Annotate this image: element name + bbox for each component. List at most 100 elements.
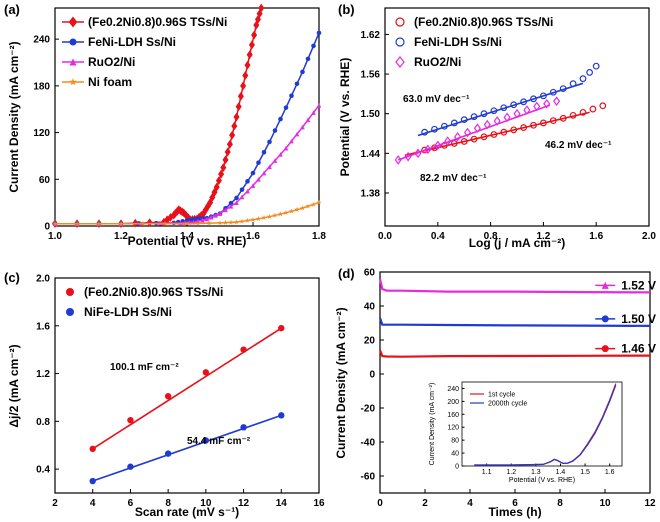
data-point-a bbox=[272, 128, 278, 133]
panel-a-x-tick-label: 1.0 bbox=[48, 231, 62, 242]
data-point-b bbox=[454, 132, 462, 142]
data-point-c bbox=[164, 393, 172, 400]
panel-c-x-tick-label: 4 bbox=[90, 498, 96, 509]
legend-label-c: (Fe0.2Ni0.8)0.96S TSs/Ni bbox=[84, 285, 223, 299]
data-point-a bbox=[299, 205, 306, 211]
panel-c-y-tick-label: 0.8 bbox=[36, 417, 50, 428]
data-point-a bbox=[289, 138, 294, 144]
data-point-b bbox=[559, 114, 567, 122]
data-point-a bbox=[224, 147, 231, 157]
data-point-a bbox=[228, 203, 234, 209]
data-point-a bbox=[305, 117, 311, 123]
fit-line-c-1 bbox=[92, 414, 282, 482]
data-point-b bbox=[540, 119, 547, 127]
data-point-b bbox=[559, 85, 567, 92]
data-point-a bbox=[248, 40, 255, 50]
data-point-a bbox=[213, 213, 218, 218]
data-point-b bbox=[586, 69, 593, 76]
data-point-a bbox=[223, 207, 228, 213]
data-point-a bbox=[140, 220, 146, 226]
y-axis-label-d: Current Density (mA cm⁻²) bbox=[334, 307, 348, 458]
panel-b-y-tick-label: 1.62 bbox=[361, 30, 381, 41]
tafel-annotation-ldh: 63.0 mV dec⁻¹ bbox=[403, 94, 470, 105]
data-point-a bbox=[250, 183, 256, 188]
panel-b: 0.0 0.4 0.8 1.2 1.6 2.0 1.38 1.44 1.50 1.56 1.62 (… bbox=[338, 2, 656, 250]
legend-marker-a bbox=[69, 58, 77, 66]
data-point-a bbox=[277, 211, 284, 217]
data-point-a bbox=[162, 220, 168, 226]
data-point-b bbox=[569, 80, 577, 88]
data-point-a bbox=[195, 220, 201, 226]
panel-c-y-tick-label: 1.6 bbox=[36, 321, 50, 332]
data-point-b bbox=[503, 112, 511, 123]
inset-y-axis-label: Current Density (mA cm⁻²) bbox=[429, 383, 436, 466]
data-point-c bbox=[164, 450, 172, 457]
panel-c-x-tick-label: 6 bbox=[128, 498, 134, 509]
data-point-a bbox=[218, 169, 225, 179]
inset-line-1 bbox=[474, 384, 617, 466]
fit-line-c-0 bbox=[92, 327, 282, 450]
panel-a-y-tick-label: 120 bbox=[33, 128, 50, 139]
panel-d-y-tick-label: 40 bbox=[364, 302, 376, 313]
panel-a-x-tick-label: 1.6 bbox=[246, 231, 260, 242]
data-point-b bbox=[404, 151, 412, 162]
y-axis-label-c: Δj/2 (mA cm⁻²) bbox=[7, 344, 21, 427]
stability-line-1 bbox=[378, 317, 651, 327]
panel-d-y-tick-label: -40 bbox=[361, 438, 376, 449]
panel-c-x-tick-label: 14 bbox=[276, 498, 288, 509]
data-point-a bbox=[118, 220, 124, 226]
data-point-a bbox=[239, 194, 245, 200]
data-point-b bbox=[592, 62, 600, 70]
data-point-a bbox=[254, 15, 261, 24]
data-point-a bbox=[289, 93, 294, 99]
data-point-a bbox=[228, 200, 234, 206]
data-point-a bbox=[261, 170, 267, 176]
panel-c-x-tick-label: 16 bbox=[313, 498, 325, 509]
panel-c-x-tick-label: 10 bbox=[200, 498, 212, 509]
legend-label-a: FeNi-LDH Ss/Ni bbox=[88, 35, 176, 49]
panel-a-x-tick-label: 1.2 bbox=[114, 231, 128, 242]
y-axis-label-b: Potential (V vs. RHE) bbox=[338, 58, 352, 177]
panel-b-x-tick-label: 0.4 bbox=[431, 231, 445, 242]
panel-b-x-tick-label: 1.6 bbox=[589, 231, 603, 242]
inset-y-tick-label: 120 bbox=[447, 425, 459, 432]
panel-b-y-tick-label: 1.44 bbox=[361, 149, 381, 160]
data-point-a bbox=[207, 198, 214, 207]
data-point-a bbox=[208, 214, 214, 220]
inset-x-tick-label: 1.6 bbox=[605, 469, 615, 476]
panel-b-x-tick-label: 0.8 bbox=[484, 231, 498, 242]
data-point-b bbox=[523, 105, 531, 115]
panel-b-y-tick-label: 1.38 bbox=[361, 188, 381, 199]
data-point-a bbox=[294, 81, 300, 87]
data-point-b bbox=[463, 127, 472, 138]
data-point-a bbox=[300, 69, 305, 75]
data-point-a bbox=[209, 193, 216, 202]
inset-y-tick-label: 160 bbox=[447, 412, 459, 419]
data-point-a bbox=[316, 199, 322, 205]
data-point-a bbox=[245, 179, 250, 184]
data-point-a bbox=[283, 105, 289, 110]
data-point-a bbox=[288, 208, 295, 214]
data-point-c bbox=[240, 346, 247, 353]
legend-marker-c bbox=[66, 308, 74, 316]
data-point-b bbox=[470, 113, 478, 121]
data-point-a bbox=[226, 139, 233, 149]
data-point-a bbox=[300, 124, 305, 130]
legend-label-a: RuO2/Ni bbox=[88, 55, 135, 69]
data-point-b bbox=[579, 108, 587, 116]
data-point-a bbox=[231, 121, 238, 131]
tafel-annotation-ruo2: 82.2 mV dec⁻¹ bbox=[420, 173, 487, 184]
stability-line-2 bbox=[378, 349, 651, 358]
data-point-b bbox=[533, 101, 541, 112]
panel-d-x-tick-label: 12 bbox=[644, 498, 656, 509]
panel-label-b: (b) bbox=[338, 2, 355, 17]
data-point-b bbox=[421, 128, 429, 136]
data-point-b bbox=[549, 117, 557, 125]
data-point-a bbox=[184, 220, 190, 226]
data-point-a bbox=[200, 217, 205, 223]
panel-d-x-tick-label: 4 bbox=[467, 498, 473, 509]
panel-c-y-tick-label: 1.2 bbox=[36, 369, 50, 380]
legend-marker-b bbox=[395, 56, 405, 68]
data-point-a bbox=[213, 182, 220, 192]
